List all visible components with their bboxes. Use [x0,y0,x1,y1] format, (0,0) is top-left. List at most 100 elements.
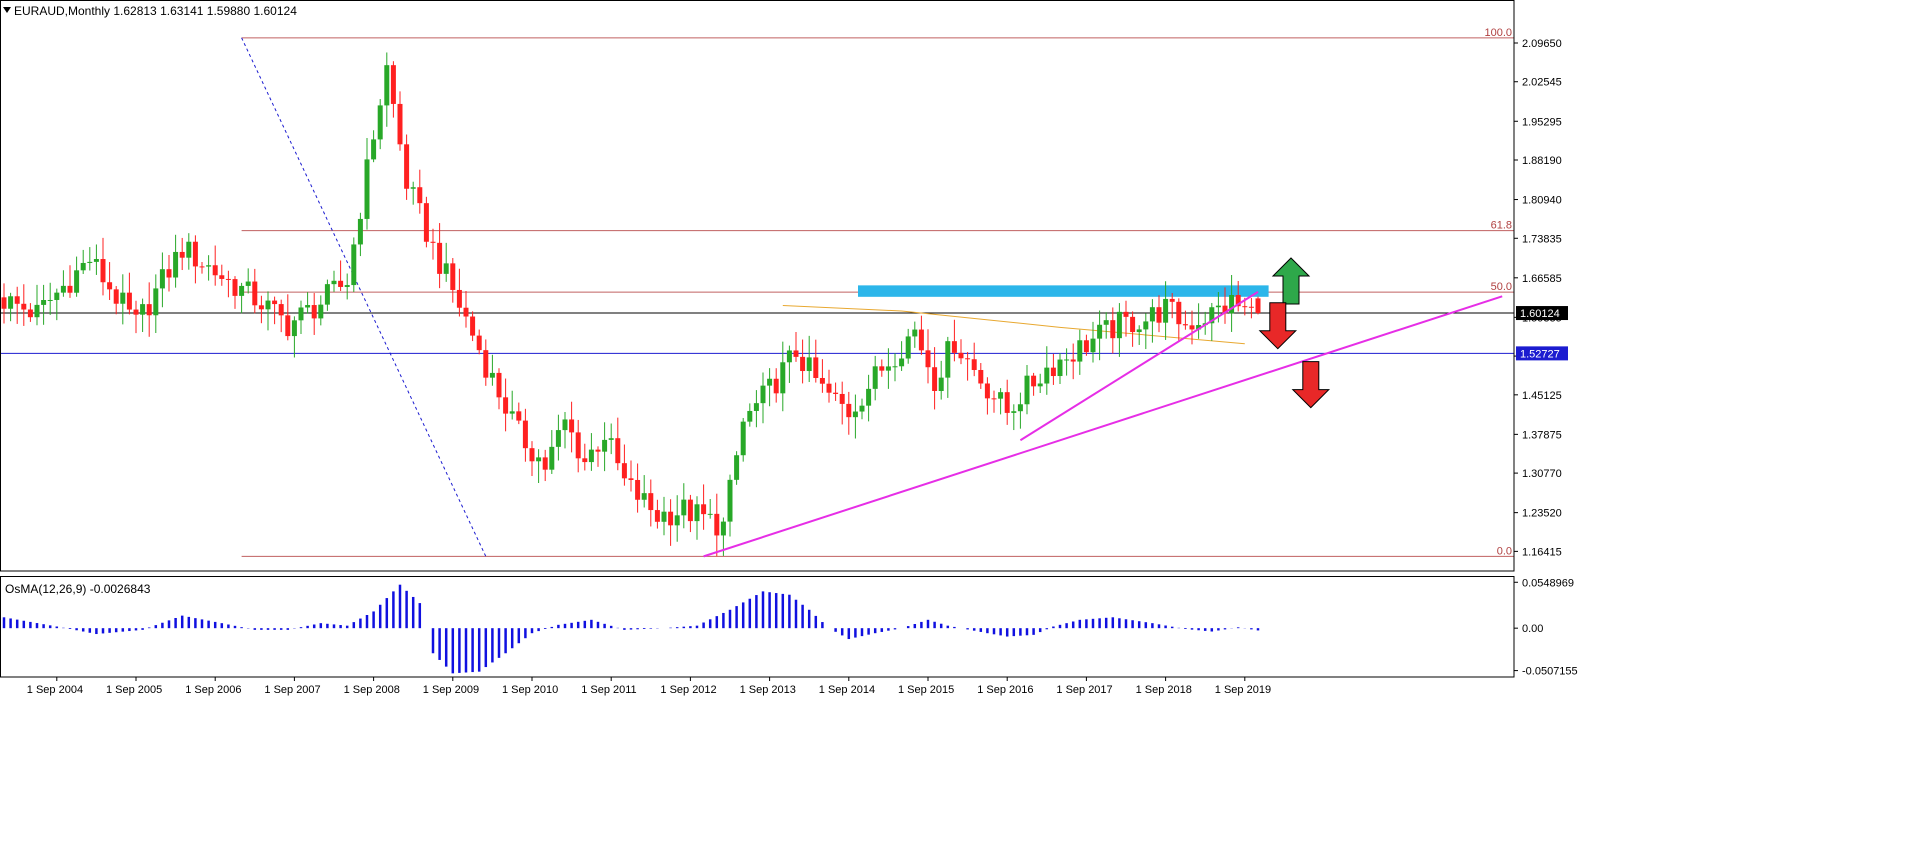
x-tick-label: 1 Sep 2007 [264,684,320,696]
candle-body [384,65,390,106]
candle-body [753,403,759,411]
candle-body [1097,324,1103,339]
candle-body [1149,307,1155,322]
candle-body [760,385,766,404]
candle-body [186,241,192,258]
candle-body [1182,324,1188,326]
trendline[interactable] [1019,291,1259,442]
arrow-up-icon[interactable] [1271,257,1311,305]
candle-body [1004,392,1010,413]
arrow-down-icon[interactable] [1291,361,1331,409]
candle-body [1050,367,1056,377]
trendline[interactable] [703,295,1503,558]
candle-body [1229,295,1235,314]
candle-body [232,279,238,296]
candle-body [179,251,185,258]
candle-body [93,259,99,262]
candle-body [443,263,449,274]
candle-body [212,265,218,276]
candle-body [206,265,212,267]
candle-body [1031,375,1037,387]
axes [0,0,1515,678]
y-tick-label: 1.45125 [1522,390,1562,402]
candle-body [648,493,654,511]
candle-body [1064,359,1070,361]
candle-body [813,357,819,378]
resistance-zone[interactable] [858,285,1269,297]
x-tick-label: 1 Sep 2019 [1215,684,1271,696]
candle-body [107,282,113,290]
current-price-label: 1.60124 [1520,308,1560,320]
y-tick-label: 1.88190 [1522,155,1562,167]
candle-body [866,388,872,406]
candle-body [311,305,317,319]
candle-body [450,263,456,290]
candle-body [522,420,528,449]
candle-body [120,292,126,304]
candle-body [932,367,938,392]
candle-body [635,479,641,500]
candle-body [569,419,575,433]
candle-body [483,350,489,378]
candle-body [1024,375,1030,405]
candle-body [1130,316,1136,333]
candle-body [575,432,581,459]
candle-body [1235,295,1241,307]
arrow-down-icon[interactable] [1258,302,1298,350]
candle-body [965,358,971,360]
candle-body [1248,306,1254,308]
candle-body [397,103,403,145]
candle-body [806,357,812,372]
candle-body [767,378,773,386]
candle-body [305,305,311,308]
candle-body [463,307,469,317]
candle-body [879,366,885,371]
candle-body [489,372,495,378]
candle-body [701,504,707,515]
candle-body [67,285,73,293]
window-menu-triangle-icon[interactable] [3,7,11,13]
candle-body [694,504,700,522]
candle-body [1077,340,1083,362]
candle-body [146,304,152,316]
candle-body [1222,305,1228,314]
candle-body [786,350,792,363]
candle-body [1169,298,1175,302]
candle-body [80,262,86,271]
candle-body [945,341,951,378]
resistance-zone-rect[interactable] [858,285,1269,297]
candle-body [1143,321,1149,330]
candle-body [245,281,251,286]
candle-body [456,289,462,308]
candle-body [291,320,297,337]
candle-body [100,259,106,283]
x-tick-label: 1 Sep 2018 [1136,684,1192,696]
axis-labels: 2.09650 2.02545 1.95295 1.88190 1.80940 1.738… [27,38,1578,696]
candle-body [582,458,588,463]
candle-body [126,292,132,310]
candle-body [859,405,865,412]
candle-body [819,377,825,384]
osma-plot-frame [0,576,1515,678]
candle-body [54,292,60,300]
candle-body [357,218,363,245]
candle-body [852,411,858,418]
trendlines[interactable] [703,291,1503,558]
candle-body [892,366,898,368]
candle-body [905,336,911,359]
candle-body [958,352,964,359]
candle-body [1209,307,1215,324]
osma-tick-label: 0.0548969 [1522,577,1574,589]
fib-level-label: 0.0 [1497,545,1512,557]
candle-body [344,285,350,287]
candle-body [1,297,7,309]
candle-body [410,187,416,189]
y-tick-label: 2.02545 [1522,77,1562,89]
candle-body [27,309,33,318]
signal-arrows[interactable] [1258,257,1331,409]
candle-body [1123,311,1129,317]
candle-body [912,329,918,337]
